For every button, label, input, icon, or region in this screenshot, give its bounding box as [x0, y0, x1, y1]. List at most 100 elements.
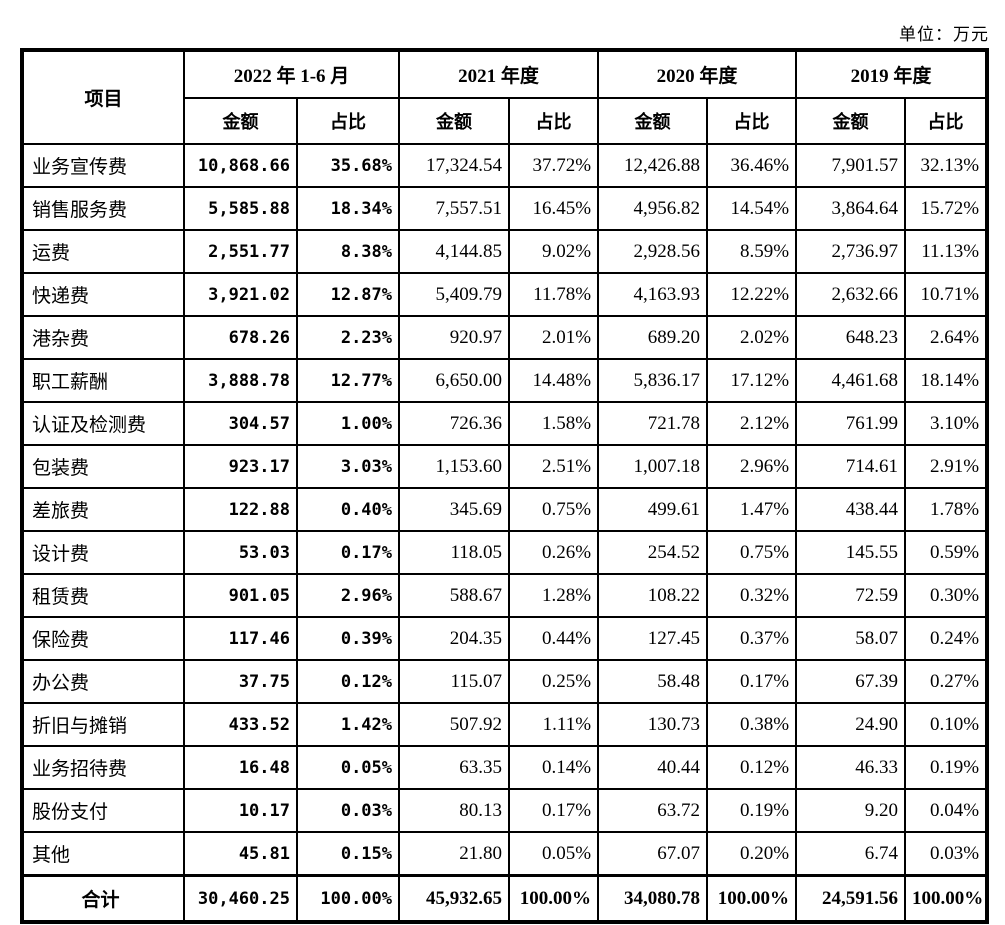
table-row: 保险费 117.46 0.39% 204.35 0.44% 127.45 0.37% 58.0…	[21, 616, 989, 661]
ratio-cell: 1.42%	[295, 702, 401, 747]
ratio-cell: 0.38%	[706, 702, 798, 747]
ratio-cell: 0.30%	[904, 573, 989, 618]
ratio-cell: 12.22%	[706, 272, 798, 317]
ratio-cell: 12.77%	[295, 358, 401, 403]
ratio-cell: 10.71%	[904, 272, 989, 317]
amount-header: 金额	[597, 97, 709, 145]
ratio-cell: 0.14%	[508, 745, 600, 790]
ratio-cell: 2.91%	[904, 444, 989, 489]
ratio-cell: 0.40%	[295, 487, 401, 532]
ratio-cell: 2.02%	[706, 315, 798, 360]
amount-cell: 1,153.60	[398, 444, 511, 489]
table-row: 折旧与摊销 433.52 1.42% 507.92 1.11% 130.73 0.38% 24…	[21, 702, 989, 747]
item-cell: 包装费	[21, 444, 185, 489]
ratio-cell: 0.17%	[295, 530, 401, 575]
amount-cell: 63.35	[398, 745, 511, 790]
amount-cell: 118.05	[398, 530, 511, 575]
ratio-cell: 0.26%	[508, 530, 600, 575]
ratio-cell: 12.87%	[295, 272, 401, 317]
ratio-cell: 0.27%	[904, 659, 989, 704]
amount-cell: 2,736.97	[795, 229, 907, 274]
amount-cell: 761.99	[795, 401, 907, 446]
expense-table-body: 业务宣传费 10,868.66 35.68% 17,324.54 37.72% 12,42…	[21, 143, 989, 923]
table-row: 差旅费 122.88 0.40% 345.69 0.75% 499.61 1.47% 438.…	[21, 487, 989, 532]
ratio-cell: 17.12%	[706, 358, 798, 403]
ratio-cell: 0.75%	[508, 487, 600, 532]
amount-cell: 726.36	[398, 401, 511, 446]
total-row: 合计 30,460.25 100.00% 45,932.65 100.00% 34,080…	[21, 874, 989, 923]
amount-cell: 58.48	[597, 659, 709, 704]
amount-cell: 2,632.66	[795, 272, 907, 317]
ratio-cell: 0.37%	[706, 616, 798, 661]
ratio-cell: 37.72%	[508, 143, 600, 188]
item-cell: 认证及检测费	[21, 401, 185, 446]
amount-header: 金额	[183, 97, 298, 145]
amount-cell: 80.13	[398, 788, 511, 833]
amount-cell: 433.52	[183, 702, 298, 747]
ratio-cell: 32.13%	[904, 143, 989, 188]
amount-cell: 304.57	[183, 401, 298, 446]
amount-cell: 63.72	[597, 788, 709, 833]
amount-cell: 6.74	[795, 831, 907, 877]
amount-cell: 499.61	[597, 487, 709, 532]
period-header-2019: 2019 年度	[795, 49, 989, 99]
expense-table-header: 项目 2022 年 1-6 月 2021 年度 2020 年度 2019 年度 …	[21, 49, 989, 145]
item-cell: 业务招待费	[21, 745, 185, 790]
ratio-cell: 0.04%	[904, 788, 989, 833]
ratio-header: 占比	[508, 97, 600, 145]
amount-cell: 46.33	[795, 745, 907, 790]
period-header-2020: 2020 年度	[597, 49, 798, 99]
item-cell: 折旧与摊销	[21, 702, 185, 747]
item-cell: 业务宣传费	[21, 143, 185, 188]
ratio-cell: 0.05%	[295, 745, 401, 790]
ratio-cell: 0.15%	[295, 831, 401, 877]
ratio-cell: 100.00%	[508, 874, 600, 923]
amount-cell: 689.20	[597, 315, 709, 360]
amount-cell: 58.07	[795, 616, 907, 661]
amount-cell: 37.75	[183, 659, 298, 704]
amount-cell: 254.52	[597, 530, 709, 575]
amount-cell: 108.22	[597, 573, 709, 618]
table-row: 销售服务费 5,585.88 18.34% 7,557.51 16.45% 4,956.8…	[21, 186, 989, 231]
amount-cell: 2,928.56	[597, 229, 709, 274]
ratio-cell: 8.38%	[295, 229, 401, 274]
unit-label: 单位：万元	[899, 25, 989, 44]
table-row: 业务招待费 16.48 0.05% 63.35 0.14% 40.44 0.12% 46.33…	[21, 745, 989, 790]
ratio-cell: 0.03%	[904, 831, 989, 877]
ratio-cell: 15.72%	[904, 186, 989, 231]
amount-cell: 4,461.68	[795, 358, 907, 403]
ratio-cell: 0.32%	[706, 573, 798, 618]
ratio-cell: 18.14%	[904, 358, 989, 403]
amount-cell: 204.35	[398, 616, 511, 661]
ratio-cell: 2.96%	[706, 444, 798, 489]
ratio-cell: 2.51%	[508, 444, 600, 489]
table-row: 认证及检测费 304.57 1.00% 726.36 1.58% 721.78 2.12% 7…	[21, 401, 989, 446]
item-cell: 设计费	[21, 530, 185, 575]
table-row: 职工薪酬 3,888.78 12.77% 6,650.00 14.48% 5,836.17…	[21, 358, 989, 403]
amount-header: 金额	[398, 97, 511, 145]
ratio-header: 占比	[706, 97, 798, 145]
table-row: 股份支付 10.17 0.03% 80.13 0.17% 63.72 0.19% 9.20 0.…	[21, 788, 989, 833]
amount-cell: 7,557.51	[398, 186, 511, 231]
amount-cell: 7,901.57	[795, 143, 907, 188]
ratio-cell: 1.00%	[295, 401, 401, 446]
amount-cell: 30,460.25	[183, 874, 298, 923]
ratio-cell: 1.78%	[904, 487, 989, 532]
item-cell: 办公费	[21, 659, 185, 704]
amount-cell: 3,888.78	[183, 358, 298, 403]
item-cell: 差旅费	[21, 487, 185, 532]
ratio-cell: 3.03%	[295, 444, 401, 489]
ratio-cell: 1.28%	[508, 573, 600, 618]
ratio-cell: 100.00%	[295, 874, 401, 923]
ratio-cell: 2.64%	[904, 315, 989, 360]
expense-table: 项目 2022 年 1-6 月 2021 年度 2020 年度 2019 年度 …	[20, 48, 990, 924]
ratio-cell: 0.20%	[706, 831, 798, 877]
amount-cell: 6,650.00	[398, 358, 511, 403]
ratio-cell: 0.19%	[904, 745, 989, 790]
ratio-cell: 36.46%	[706, 143, 798, 188]
amount-cell: 117.46	[183, 616, 298, 661]
amount-cell: 3,921.02	[183, 272, 298, 317]
ratio-cell: 0.10%	[904, 702, 989, 747]
ratio-cell: 14.54%	[706, 186, 798, 231]
amount-cell: 16.48	[183, 745, 298, 790]
